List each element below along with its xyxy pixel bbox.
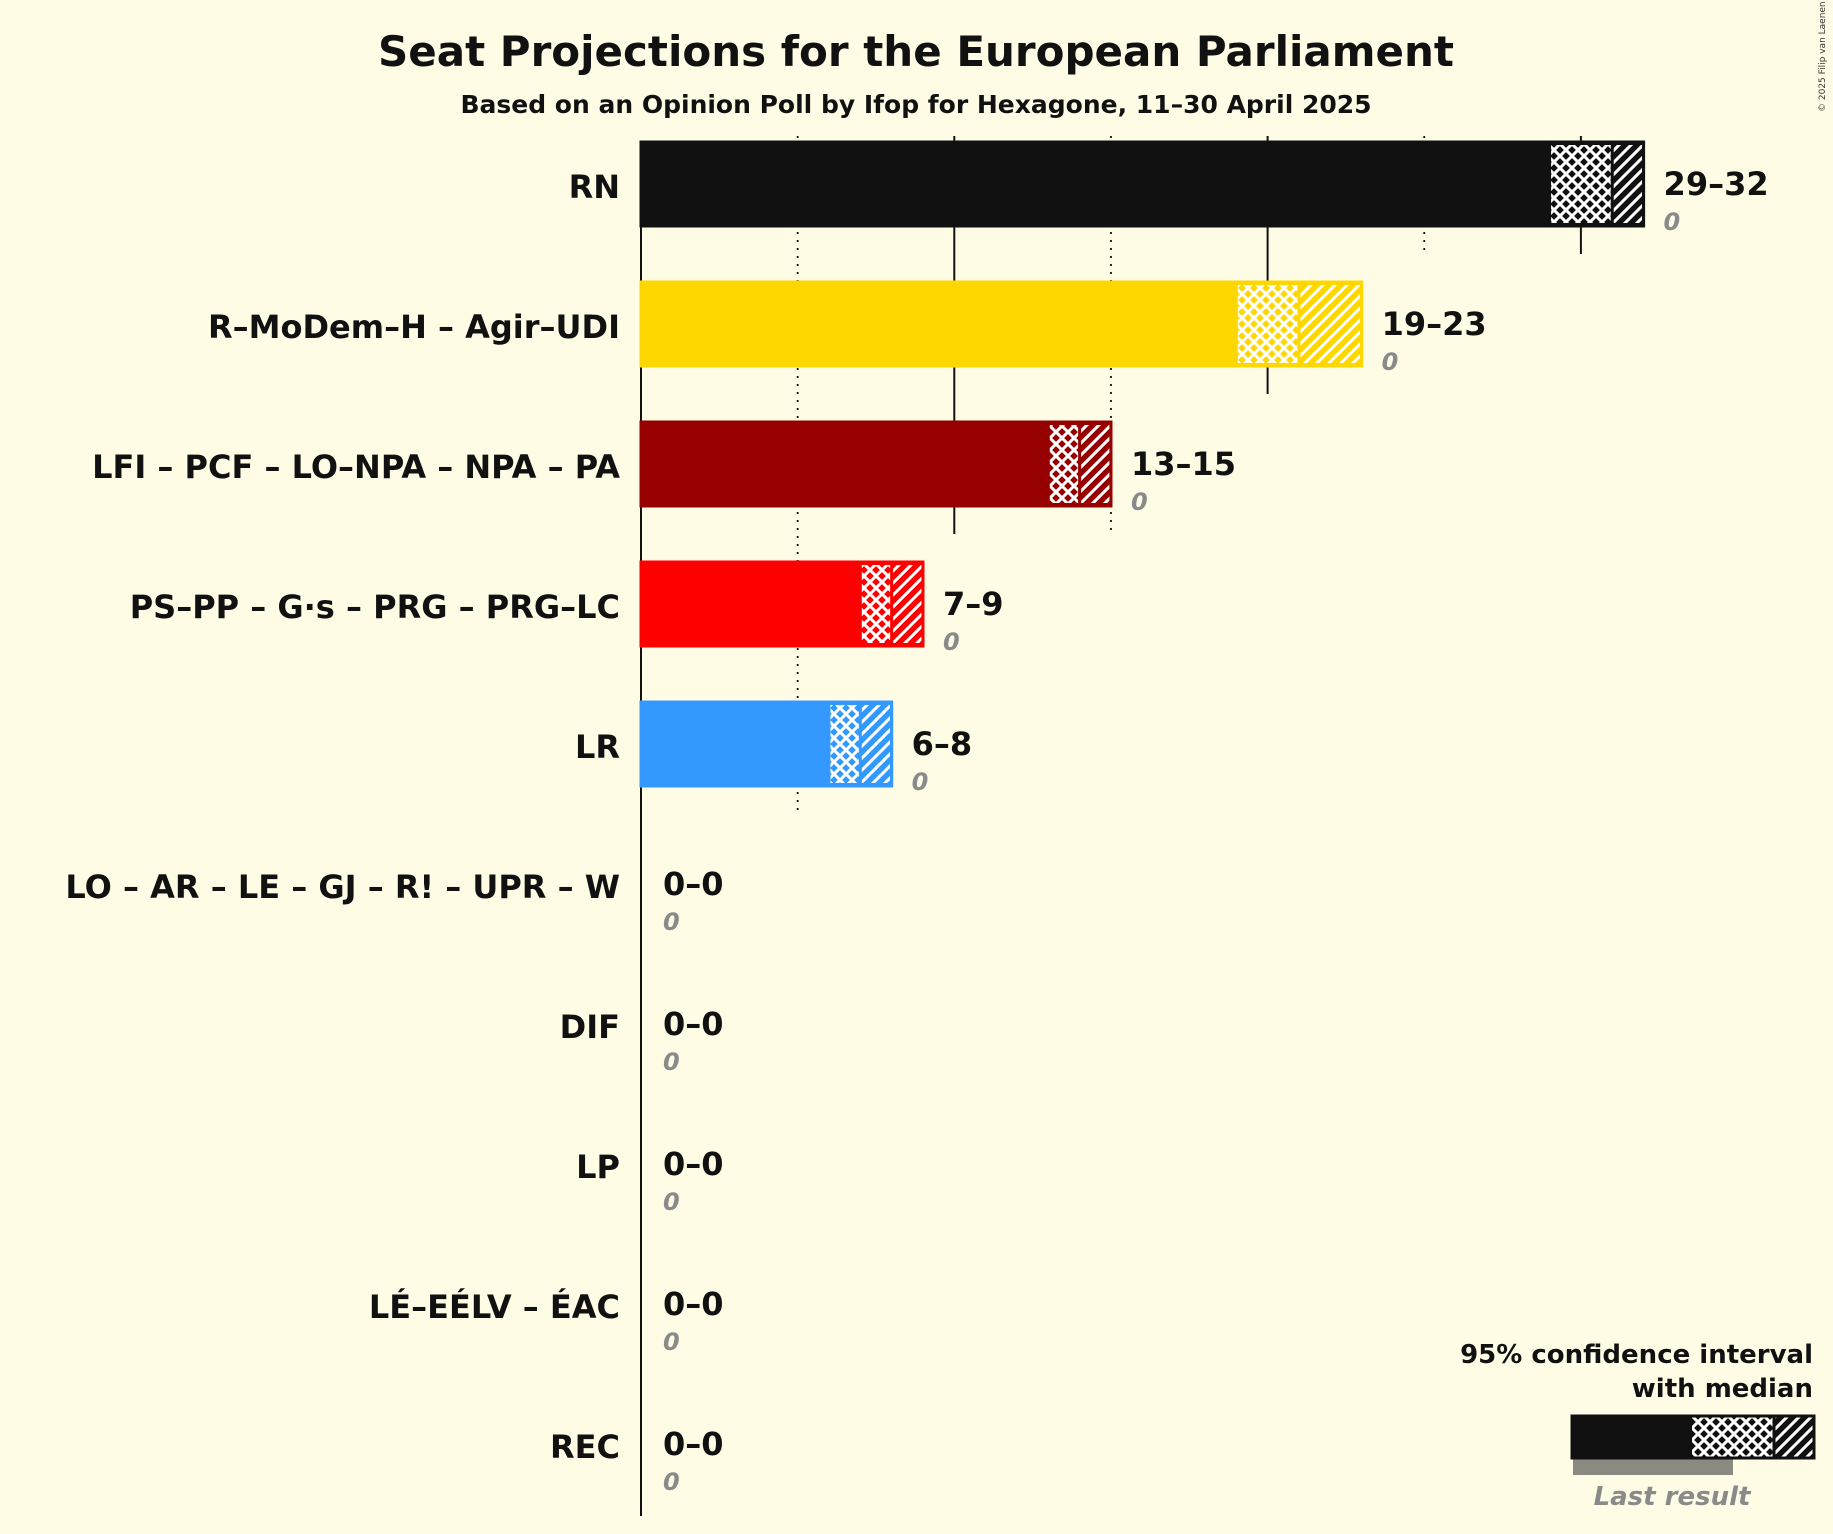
- last-result-label: 0: [943, 628, 960, 656]
- legend-last-result-label: Last result: [1594, 1482, 1752, 1512]
- last-result-label: 0: [663, 1048, 680, 1076]
- bar-ci-crosshatch: [1048, 422, 1080, 506]
- seat-range-label: 6–8: [912, 725, 973, 763]
- party-row-4: [639, 700, 894, 788]
- labels: RN 29–32 0 R–MoDem–H – Agir–UDI 19–23 0 LFI – …: [65, 165, 1768, 1496]
- bar-solid: [641, 702, 829, 786]
- bar-ci-outline: [1548, 142, 1646, 226]
- bar-ci-crosshatch: [1236, 282, 1299, 366]
- last-result-label: 0: [1664, 208, 1681, 236]
- last-result-label: 0: [663, 1188, 680, 1216]
- last-result-label: 0: [663, 1468, 680, 1496]
- bar-ci-diagonal: [891, 562, 923, 646]
- bar-ci-crosshatch: [1549, 142, 1613, 226]
- last-result-label: 0: [1131, 488, 1148, 516]
- bar-ci-diagonal: [1079, 422, 1111, 506]
- bar-ci-diagonal: [860, 702, 892, 786]
- party-row-2: [639, 420, 1113, 508]
- legend-ci-crosshatch: [1692, 1416, 1774, 1458]
- last-result-label: 0: [663, 1328, 680, 1356]
- seat-range-label: 29–32: [1664, 165, 1769, 203]
- party-name-label: LO – AR – LE – GJ – R! – UPR – W: [65, 868, 620, 906]
- bar-solid: [641, 562, 861, 646]
- bars: [639, 140, 1646, 788]
- bar-solid: [641, 422, 1049, 506]
- legend-ci-diagonal: [1774, 1416, 1814, 1458]
- party-name-label: LFI – PCF – LO–NPA – NPA – PA: [92, 448, 620, 486]
- party-name-label: LÉ–EÉLV – ÉAC: [369, 1288, 620, 1326]
- party-name-label: PS–PP – G·s – PRG – PRG–LC: [130, 588, 620, 626]
- seat-range-label: 0–0: [663, 1285, 724, 1323]
- last-result-label: 0: [912, 768, 929, 796]
- seat-range-label: 7–9: [943, 585, 1004, 623]
- bar-solid: [641, 282, 1237, 366]
- party-name-label: R–MoDem–H – Agir–UDI: [208, 308, 620, 346]
- seat-range-label: 0–0: [663, 865, 724, 903]
- party-name-label: RN: [569, 168, 620, 206]
- legend-last-result-bar: [1573, 1457, 1733, 1475]
- legend-ci-solid: [1572, 1416, 1692, 1458]
- last-result-label: 0: [1382, 348, 1399, 376]
- legend-ci-label-line2: with median: [1632, 1374, 1813, 1404]
- bar-ci-diagonal: [1298, 282, 1362, 366]
- legend: 95% confidence interval with median Last…: [1460, 1340, 1816, 1512]
- seat-range-label: 0–0: [663, 1145, 724, 1183]
- party-row-3: [639, 560, 925, 648]
- seat-range-label: 0–0: [663, 1425, 724, 1463]
- copyright-note: © 2025 Filip van Laenen: [1818, 1, 1828, 112]
- seat-range-label: 19–23: [1382, 305, 1487, 343]
- party-name-label: DIF: [560, 1008, 620, 1046]
- seat-range-label: 13–15: [1131, 445, 1236, 483]
- bar-solid: [641, 142, 1550, 226]
- party-row-1: [639, 280, 1364, 368]
- chart-title: Seat Projections for the European Parlia…: [378, 27, 1454, 76]
- legend-ci-outline: [1570, 1414, 1816, 1460]
- party-name-label: LP: [576, 1148, 620, 1186]
- legend-ci-label-line1: 95% confidence interval: [1460, 1340, 1813, 1370]
- bar-ci-crosshatch: [860, 562, 892, 646]
- party-row-0: [639, 140, 1646, 228]
- last-result-label: 0: [663, 908, 680, 936]
- chart-subtitle: Based on an Opinion Poll by Ifop for Hex…: [460, 90, 1371, 119]
- bar-ci-diagonal: [1612, 142, 1644, 226]
- party-name-label: REC: [550, 1428, 620, 1466]
- party-name-label: LR: [575, 728, 620, 766]
- bar-ci-crosshatch: [828, 702, 861, 786]
- seat-range-label: 0–0: [663, 1005, 724, 1043]
